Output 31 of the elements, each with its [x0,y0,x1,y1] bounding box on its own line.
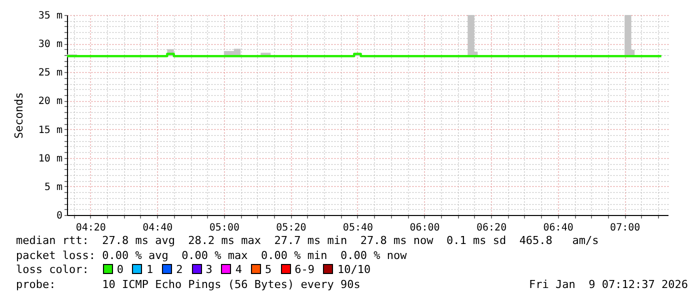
y-axis-title: Seconds [12,92,26,139]
y-tick-label: 15 m [38,124,62,136]
text: 1 [146,263,154,276]
x-tick-label: 04:40 [142,222,173,234]
x-tick-label: 06:00 [410,222,440,234]
y-tick-label: 30 m [38,39,62,50]
text: 2 [176,263,183,276]
x-tick-label: 05:40 [342,222,374,234]
y-tick-label: 25 m [38,68,62,79]
x-tick-label: 06:20 [476,222,507,234]
y-tick-label: 0 [56,210,62,222]
text: 5 [264,263,272,276]
text: 0 [116,263,124,276]
x-tick-label: 05:20 [276,222,306,234]
y-tick-label: 10 m [38,153,62,164]
text: 6-9 [294,263,314,276]
x-tick-label: 06:40 [543,222,574,234]
text: 10/10 [337,263,371,276]
y-tick-label: 35 m [38,10,62,22]
text: packet loss: 0.00 % avg 0.00 % max 0.00 % min 0.00 % now [16,248,407,262]
text: 4 [235,263,242,276]
text: probe: 10 ICMP Echo Pings (56 Bytes) every 90s [16,278,360,290]
text: Fri Jan 9 07:12:37 2026 [529,278,688,292]
text: median rtt: 27.8 ms avg 28.2 ms max 27.7 ms min 27.8 ms now 0.1 ms sd 465.8 am/s [16,234,599,247]
x-tick-label: 07:00 [610,222,640,234]
x-tick-label: 05:00 [209,222,240,234]
y-tick-label: 5 m [44,182,62,193]
text: loss color: [16,263,89,276]
y-tick-label: 20 m [38,96,62,108]
text: 3 [206,263,212,276]
x-tick-label: 04:20 [76,222,106,234]
